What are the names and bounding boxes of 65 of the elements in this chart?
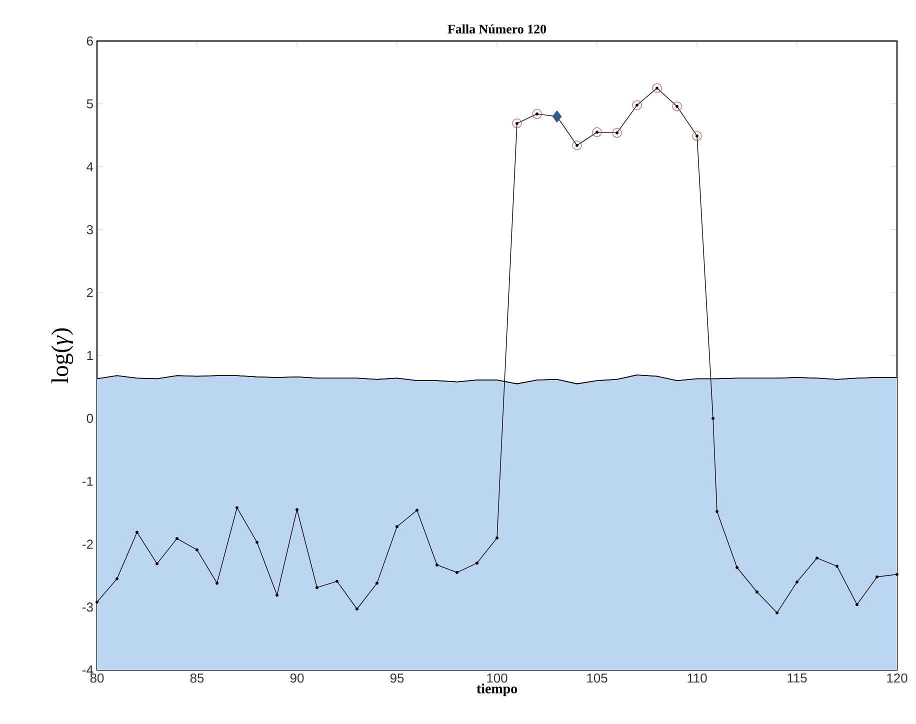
point [532, 109, 542, 119]
point [796, 580, 798, 584]
point [496, 536, 498, 540]
point [456, 571, 458, 574]
point [296, 508, 298, 512]
x-tick-label: 80 [90, 674, 104, 683]
point [816, 556, 818, 560]
x-axis-title: tiempo [476, 684, 517, 696]
point [876, 575, 878, 578]
point [672, 102, 682, 112]
point [896, 572, 898, 576]
point [136, 530, 138, 534]
point [572, 140, 582, 150]
point [96, 600, 98, 604]
y-tick-label: 5 [86, 99, 93, 108]
x-tick-label: 120 [887, 674, 908, 683]
y-tick-label: -2 [82, 540, 93, 549]
point [236, 506, 238, 510]
x-tick-label: 115 [788, 674, 807, 683]
point [712, 416, 714, 420]
point [316, 586, 318, 590]
y-tick-label: -1 [82, 476, 93, 486]
y-tick-label: 1 [87, 351, 93, 360]
x-tick-label: 85 [190, 674, 204, 683]
point [512, 118, 522, 128]
point [196, 548, 198, 552]
y-tick-label: 6 [86, 36, 93, 46]
point [552, 110, 562, 123]
point [716, 510, 718, 513]
point [176, 537, 178, 540]
point [856, 603, 858, 606]
point [776, 611, 778, 614]
y-tick-label: -4 [82, 666, 94, 674]
point [336, 580, 338, 583]
chart-title: Falla Número 120 [448, 24, 546, 34]
x-tick-label: 100 [487, 674, 508, 683]
x-tick-label: 110 [688, 674, 707, 683]
point [436, 564, 438, 566]
y-tick-label: 3 [86, 225, 93, 234]
point [836, 564, 838, 568]
point [256, 540, 258, 544]
point [692, 131, 702, 141]
point [416, 508, 418, 512]
point [376, 582, 378, 585]
point [116, 577, 118, 580]
point [756, 590, 758, 594]
y-axis-title: log(γ) [51, 328, 74, 384]
point [652, 83, 662, 93]
y-tick-label: 4 [86, 162, 94, 172]
x-tick-label: 105 [587, 674, 608, 683]
x-tick-label: 95 [390, 674, 404, 683]
point [276, 594, 278, 597]
point [736, 566, 738, 569]
point [612, 128, 622, 138]
point [632, 100, 642, 110]
y-tick-label: 0 [86, 414, 93, 423]
point [216, 582, 218, 585]
x-tick-label: 90 [290, 674, 304, 683]
y-tick-label: -3 [82, 602, 93, 612]
point [592, 127, 602, 137]
point [156, 562, 158, 566]
y-tick-label: 2 [86, 288, 93, 298]
point [356, 608, 358, 610]
point [476, 562, 478, 565]
point [396, 525, 398, 528]
